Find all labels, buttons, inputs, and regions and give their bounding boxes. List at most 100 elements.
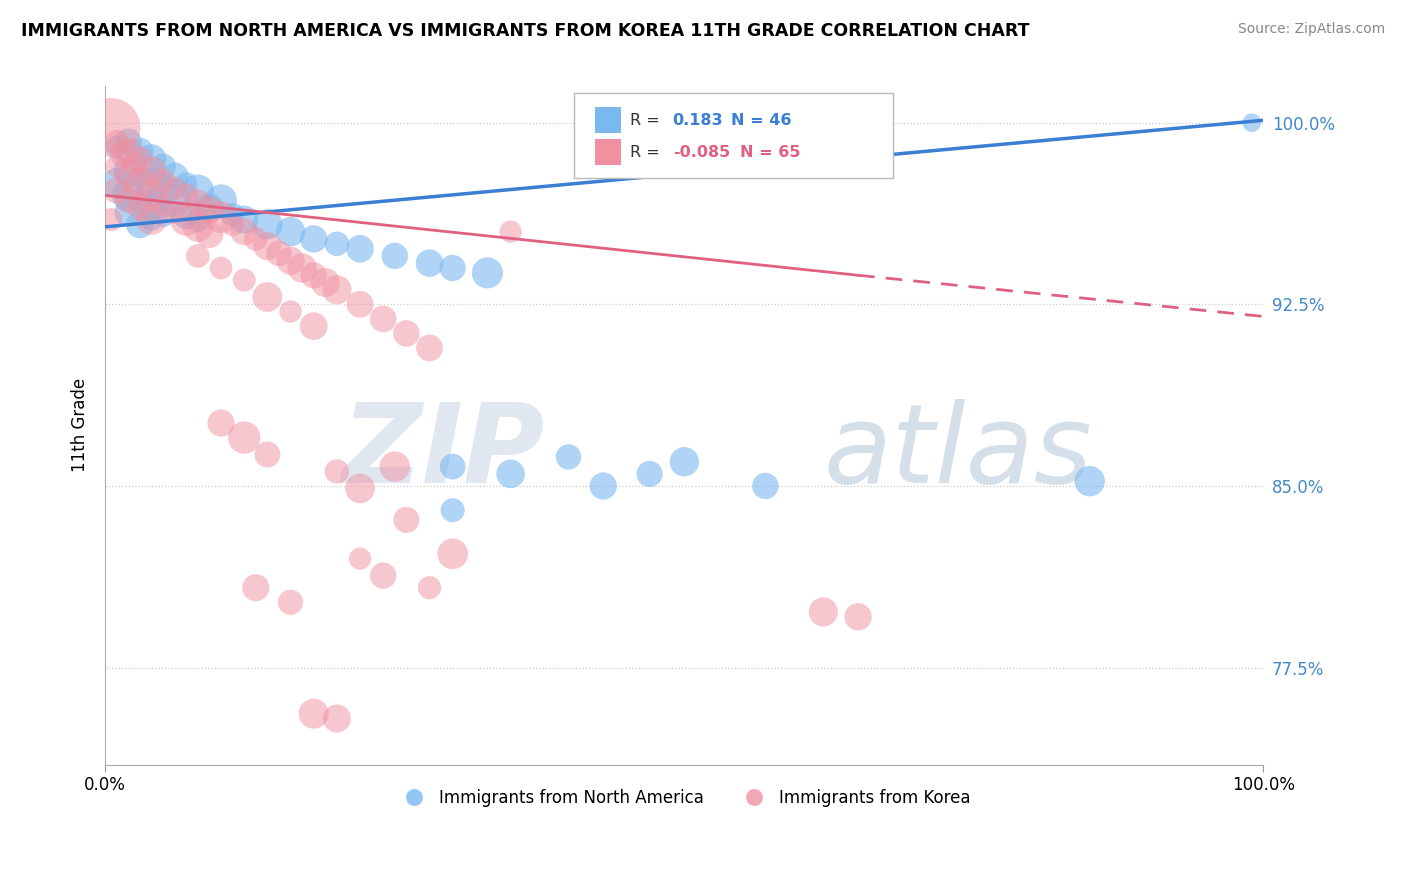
Point xyxy=(163,193,186,207)
Point xyxy=(233,431,256,445)
Point xyxy=(117,164,139,178)
Point xyxy=(117,193,139,207)
Point xyxy=(477,266,499,280)
Y-axis label: 11th Grade: 11th Grade xyxy=(72,378,89,473)
Text: IMMIGRANTS FROM NORTH AMERICA VS IMMIGRANTS FROM KOREA 11TH GRADE CORRELATION CH: IMMIGRANTS FROM NORTH AMERICA VS IMMIGRA… xyxy=(21,22,1029,40)
Point xyxy=(100,212,122,227)
FancyBboxPatch shape xyxy=(574,93,893,178)
Point xyxy=(141,188,163,202)
Point xyxy=(256,448,278,462)
Point xyxy=(314,276,336,290)
Point xyxy=(280,253,302,268)
Point xyxy=(499,467,522,481)
Point xyxy=(141,164,163,178)
Point xyxy=(754,479,776,493)
Point xyxy=(129,218,152,232)
Point xyxy=(256,239,278,253)
Point xyxy=(141,176,163,190)
Point xyxy=(152,198,174,212)
Point xyxy=(245,232,267,246)
Point xyxy=(418,341,440,355)
Point xyxy=(349,482,371,496)
Point xyxy=(267,246,290,260)
Point xyxy=(557,450,579,464)
Point xyxy=(174,176,197,190)
Point xyxy=(673,455,696,469)
Point xyxy=(441,459,464,474)
Point xyxy=(163,181,186,195)
Point xyxy=(152,208,174,222)
Point xyxy=(349,242,371,256)
Point xyxy=(174,212,197,227)
Point xyxy=(152,159,174,173)
Point xyxy=(349,551,371,566)
Point xyxy=(122,157,145,171)
Point xyxy=(395,513,418,527)
Point xyxy=(117,188,139,202)
Point xyxy=(245,581,267,595)
Point xyxy=(105,184,128,198)
Point xyxy=(302,706,325,721)
Point xyxy=(141,212,163,227)
FancyBboxPatch shape xyxy=(595,107,620,133)
Point xyxy=(233,212,256,227)
Point xyxy=(373,568,395,582)
Point xyxy=(233,273,256,287)
Point xyxy=(187,212,209,227)
Point xyxy=(209,260,232,275)
Point xyxy=(105,159,128,173)
Point xyxy=(1240,116,1263,130)
Point xyxy=(129,176,152,190)
Point xyxy=(326,465,349,479)
Point xyxy=(813,605,835,619)
Point xyxy=(280,595,302,609)
Point xyxy=(291,260,314,275)
Point xyxy=(441,547,464,561)
Text: N = 65: N = 65 xyxy=(740,145,800,160)
Point xyxy=(326,711,349,725)
Text: atlas: atlas xyxy=(824,399,1092,506)
Text: Source: ZipAtlas.com: Source: ZipAtlas.com xyxy=(1237,22,1385,37)
Point xyxy=(105,176,128,190)
Point xyxy=(198,227,221,241)
Point xyxy=(117,169,139,183)
Point xyxy=(111,147,134,161)
Point xyxy=(256,218,278,232)
Point xyxy=(117,205,139,219)
Point xyxy=(105,140,128,154)
Point xyxy=(1078,474,1101,488)
Point xyxy=(280,225,302,239)
Text: R =: R = xyxy=(630,145,659,160)
Point xyxy=(117,135,139,149)
Point xyxy=(209,210,232,224)
Text: R =: R = xyxy=(630,112,659,128)
Point xyxy=(129,152,152,166)
Point xyxy=(163,205,186,219)
Point xyxy=(129,145,152,159)
Text: -0.085: -0.085 xyxy=(672,145,730,160)
Point xyxy=(209,193,232,207)
Point xyxy=(187,249,209,263)
Point xyxy=(221,218,243,232)
Point xyxy=(152,184,174,198)
Point xyxy=(187,195,209,210)
Point xyxy=(349,297,371,311)
Point xyxy=(418,256,440,270)
Point xyxy=(326,236,349,251)
Point xyxy=(129,193,152,207)
Point xyxy=(384,459,406,474)
Point xyxy=(187,219,209,234)
Point xyxy=(141,152,163,166)
Legend: Immigrants from North America, Immigrants from Korea: Immigrants from North America, Immigrant… xyxy=(391,782,977,814)
Point xyxy=(373,311,395,326)
Point xyxy=(105,135,128,149)
Point xyxy=(233,225,256,239)
Point xyxy=(129,169,152,183)
Point xyxy=(302,319,325,334)
Point xyxy=(187,184,209,198)
Point xyxy=(198,202,221,217)
Point xyxy=(221,208,243,222)
Point xyxy=(395,326,418,341)
Point xyxy=(174,188,197,202)
FancyBboxPatch shape xyxy=(595,139,620,165)
